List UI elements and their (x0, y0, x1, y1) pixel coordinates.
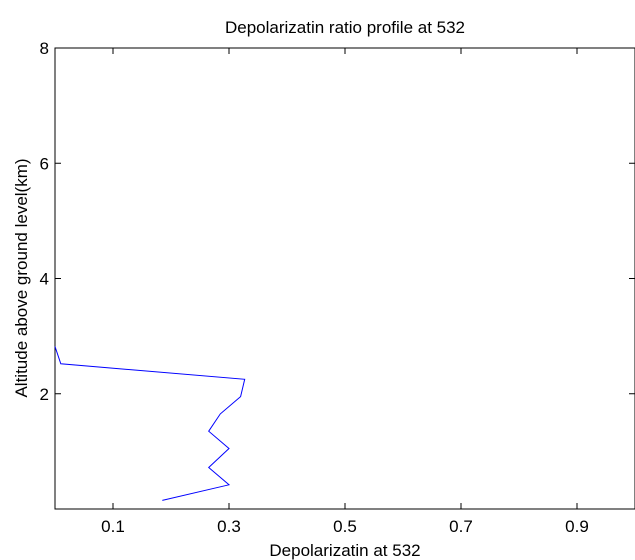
x-tick-label: 0.9 (565, 517, 589, 536)
y-axis: 2 4 6 8 (40, 39, 635, 404)
y-tick-label: 8 (40, 39, 49, 58)
x-axis-label: Depolarizatin at 532 (269, 541, 420, 560)
plot-frame (54, 47, 635, 510)
series-layer (54, 346, 246, 501)
y-tick-label: 2 (40, 385, 49, 404)
y-tick-label: 6 (40, 154, 49, 173)
x-tick-label: 0.5 (333, 517, 357, 536)
series-line (54, 346, 246, 501)
x-tick-label: 0.3 (217, 517, 241, 536)
x-tick-label: 0.1 (101, 517, 125, 536)
x-tick-label: 0.7 (449, 517, 473, 536)
chart-title: Depolarizatin ratio profile at 532 (225, 18, 465, 37)
y-tick-label: 4 (40, 270, 49, 289)
x-axis: 0.1 0.3 0.5 0.7 0.9 (101, 48, 589, 536)
y-axis-label: Altitude above ground level(km) (12, 158, 31, 397)
